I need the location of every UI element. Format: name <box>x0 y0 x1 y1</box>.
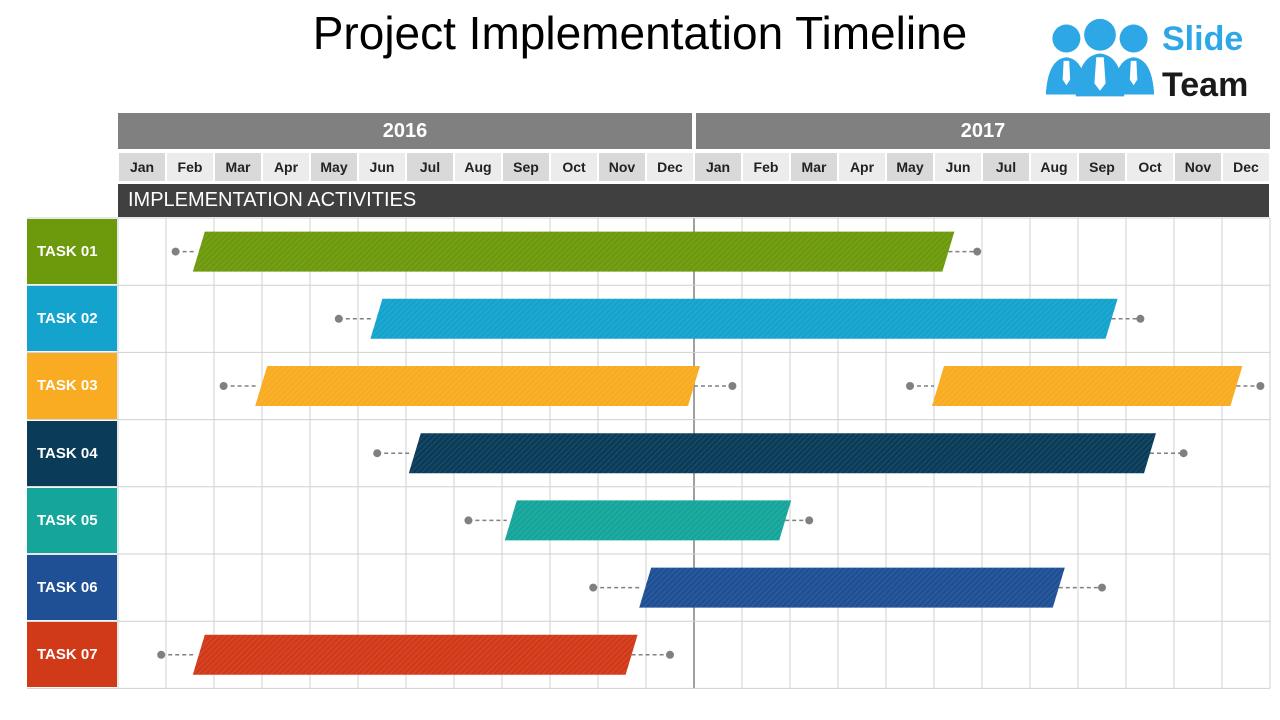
month-label: Apr <box>263 153 309 181</box>
page-title: Project Implementation Timeline <box>312 7 968 59</box>
task-label-text: TASK 07 <box>37 646 98 664</box>
month-label: Dec <box>647 153 693 181</box>
task-label-text: TASK 05 <box>37 511 98 529</box>
month-label: Feb <box>743 153 789 181</box>
task-start-dot <box>334 314 343 323</box>
month-label: Mar <box>791 153 837 181</box>
task-label: TASK 03 <box>27 353 117 419</box>
task-bar <box>408 433 1156 474</box>
month-label: Jun <box>935 153 981 181</box>
task-bar <box>932 366 1243 406</box>
task-start-dot <box>906 382 914 390</box>
task-end-dot <box>1256 382 1265 390</box>
task-bar <box>504 500 792 541</box>
task-end-dot <box>666 650 674 659</box>
task-bar <box>639 567 1065 608</box>
month-label: Mar <box>215 153 261 181</box>
year-header-2017: 2017 <box>696 113 1270 149</box>
task-label: TASK 05 <box>27 487 117 553</box>
month-label: Nov <box>1175 153 1221 181</box>
month-label: Jan <box>695 153 741 181</box>
section-header: IMPLEMENTATION ACTIVITIES <box>118 184 1269 217</box>
task-start-dot <box>464 516 473 525</box>
task-start-dot <box>219 382 228 390</box>
month-label: Oct <box>1127 153 1173 181</box>
task-bar <box>255 366 700 406</box>
month-label: Jul <box>407 153 453 181</box>
year-header-2016: 2016 <box>118 113 692 149</box>
task-label-text: TASK 03 <box>37 377 98 395</box>
month-label: Feb <box>167 153 213 181</box>
task-start-dot <box>373 449 382 458</box>
task-end-dot <box>805 516 814 525</box>
logo-text-team: Team <box>1162 66 1249 104</box>
month-label: Aug <box>455 153 501 181</box>
task-end-dot <box>1179 449 1188 458</box>
task-label-text: TASK 04 <box>37 444 98 462</box>
month-label: May <box>887 153 933 181</box>
task-end-dot <box>1098 583 1106 592</box>
task-bar <box>370 298 1118 339</box>
task-end-dot <box>728 382 737 390</box>
month-label: Sep <box>503 153 549 181</box>
task-label-text: TASK 06 <box>37 579 98 597</box>
task-label: TASK 04 <box>27 420 117 486</box>
task-label-text: TASK 01 <box>37 243 98 261</box>
task-bar <box>192 634 638 675</box>
task-label-text: TASK 02 <box>37 310 98 328</box>
task-label: TASK 01 <box>27 219 117 285</box>
month-label: Apr <box>839 153 885 181</box>
task-label: TASK 06 <box>27 555 117 621</box>
month-label: Nov <box>599 153 645 181</box>
task-end-dot <box>973 247 982 256</box>
task-label: TASK 07 <box>27 622 117 688</box>
month-label: Oct <box>551 153 597 181</box>
month-label: Aug <box>1031 153 1077 181</box>
task-end-dot <box>1136 314 1145 323</box>
logo-text-slide: Slide <box>1162 20 1244 58</box>
task-start-dot <box>157 650 166 659</box>
task-bar <box>192 231 955 272</box>
task-label: TASK 02 <box>27 286 117 352</box>
month-label: Dec <box>1223 153 1269 181</box>
month-label: Jan <box>119 153 165 181</box>
month-label: Jul <box>983 153 1029 181</box>
task-start-dot <box>589 583 598 592</box>
month-label: Jun <box>359 153 405 181</box>
task-start-dot <box>171 247 180 256</box>
month-label: Sep <box>1079 153 1125 181</box>
month-label: May <box>311 153 357 181</box>
people-group-icon <box>1045 18 1155 97</box>
